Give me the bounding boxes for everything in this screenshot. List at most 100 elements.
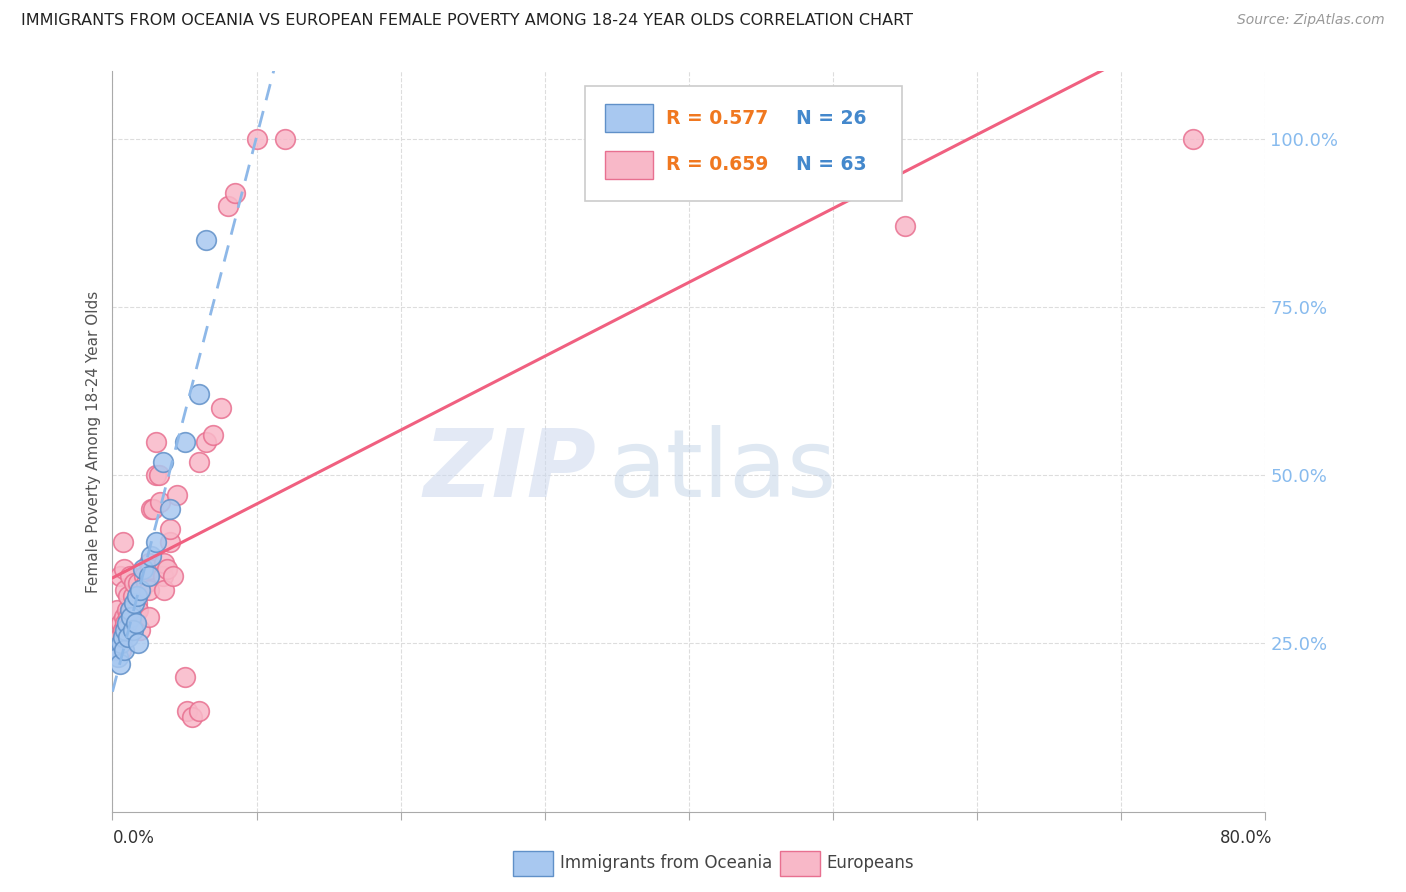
Point [124,616,146,631]
Point [127,636,149,650]
Text: ZIP: ZIP [423,425,596,517]
Point [127,603,149,617]
Point [103,643,125,657]
Point [180,710,202,724]
Point [188,704,211,718]
Point [1182,131,1205,145]
Point [166,488,188,502]
Point [121,590,143,604]
Text: 0.0%: 0.0% [112,829,155,847]
Text: IMMIGRANTS FROM OCEANIA VS EUROPEAN FEMALE POVERTY AMONG 18-24 YEAR OLDS CORRELA: IMMIGRANTS FROM OCEANIA VS EUROPEAN FEMA… [21,13,912,29]
Point [114,623,136,637]
Point [148,468,170,483]
Point [115,616,138,631]
FancyBboxPatch shape [585,87,903,201]
Point [108,630,131,644]
Text: R = 0.577: R = 0.577 [666,109,768,128]
Point [217,199,239,213]
Text: N = 26: N = 26 [796,109,866,128]
Text: Source: ZipAtlas.com: Source: ZipAtlas.com [1237,13,1385,28]
Point [124,603,146,617]
Point [209,401,232,415]
Point [145,535,167,549]
Point [129,582,153,597]
Point [159,522,181,536]
Point [122,616,145,631]
Text: Immigrants from Oceania: Immigrants from Oceania [560,854,772,871]
Point [141,501,163,516]
Point [114,582,136,597]
Point [128,582,150,597]
Point [108,569,131,583]
Point [159,501,181,516]
Point [245,131,267,145]
Point [135,575,157,590]
Point [138,582,160,597]
Point [127,575,149,590]
Point [188,455,211,469]
Point [125,596,148,610]
Point [105,603,128,617]
Text: N = 63: N = 63 [796,155,866,174]
Point [152,569,174,583]
Point [139,562,162,576]
Point [112,562,135,576]
Point [120,609,142,624]
Point [173,670,195,684]
Point [125,590,148,604]
Point [195,233,218,247]
Point [111,623,134,637]
Point [176,704,198,718]
Point [117,630,139,644]
Point [145,434,167,449]
Point [108,657,131,671]
Point [159,535,181,549]
Point [894,219,917,234]
Point [107,636,129,650]
FancyBboxPatch shape [605,104,654,132]
Point [117,609,139,624]
Point [110,643,132,657]
Y-axis label: Female Poverty Among 18-24 Year Olds: Female Poverty Among 18-24 Year Olds [86,291,101,592]
Point [173,434,195,449]
Text: Europeans: Europeans [827,854,914,871]
Point [153,556,176,570]
Point [112,643,135,657]
Point [162,569,184,583]
Point [120,603,142,617]
Point [132,562,155,576]
Point [121,623,143,637]
Point [149,495,172,509]
Point [110,616,132,631]
Point [138,609,160,624]
Point [114,616,136,631]
Point [112,609,135,624]
Point [128,623,150,637]
Point [110,636,132,650]
Text: atlas: atlas [609,425,837,517]
Point [115,603,138,617]
Point [152,455,174,469]
FancyBboxPatch shape [605,151,654,178]
Point [134,569,156,583]
Point [104,643,127,657]
Point [111,535,134,549]
Point [145,468,167,483]
Point [118,569,141,583]
Point [274,131,297,145]
Point [122,575,145,590]
Point [122,596,145,610]
Point [111,630,134,644]
Point [142,501,165,516]
Point [141,549,163,563]
Point [188,387,211,401]
Point [117,590,139,604]
Point [202,427,225,442]
Point [138,569,160,583]
Point [107,649,129,664]
Point [195,434,218,449]
Point [118,603,141,617]
Text: 80.0%: 80.0% [1220,829,1272,847]
Point [153,582,176,597]
Point [138,556,160,570]
